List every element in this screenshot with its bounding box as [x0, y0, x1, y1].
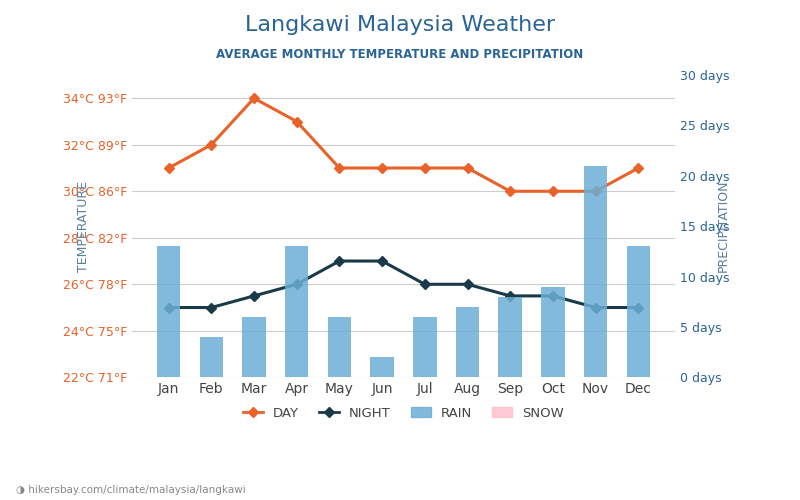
Bar: [498, 296, 522, 378]
Bar: [370, 357, 394, 378]
Bar: [242, 317, 266, 378]
Text: Langkawi Malaysia Weather: Langkawi Malaysia Weather: [245, 15, 555, 35]
Bar: [157, 246, 180, 378]
Bar: [541, 286, 565, 378]
Bar: [328, 317, 351, 378]
Bar: [413, 317, 437, 378]
Text: AVERAGE MONTHLY TEMPERATURE AND PRECIPITATION: AVERAGE MONTHLY TEMPERATURE AND PRECIPIT…: [216, 48, 584, 60]
Bar: [584, 166, 607, 378]
Text: TEMPERATURE: TEMPERATURE: [77, 180, 90, 272]
Text: PRECIPITATION: PRECIPITATION: [717, 180, 730, 272]
Bar: [626, 246, 650, 378]
Text: ◑ hikersbay.com/climate/malaysia/langkawi: ◑ hikersbay.com/climate/malaysia/langkaw…: [16, 485, 246, 495]
Bar: [199, 337, 223, 378]
Legend: DAY, NIGHT, RAIN, SNOW: DAY, NIGHT, RAIN, SNOW: [238, 402, 570, 425]
Bar: [456, 307, 479, 378]
Bar: [285, 246, 309, 378]
